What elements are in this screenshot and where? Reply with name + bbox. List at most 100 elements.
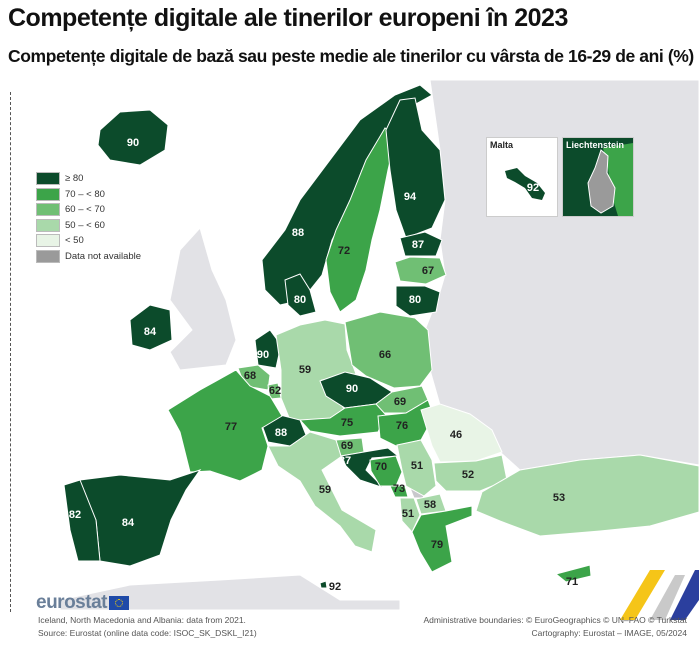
country-netherlands	[254, 329, 282, 369]
value-label-slovakia: 69	[394, 396, 406, 408]
value-label-serbia: 51	[411, 460, 423, 472]
value-label-portugal: 82	[69, 509, 81, 521]
liechtenstein-shape	[587, 149, 616, 214]
country-norway	[261, 84, 433, 306]
value-label-bulgaria: 52	[462, 469, 474, 481]
eu-flag-icon	[108, 596, 129, 610]
legend-item: 50 – < 60	[36, 218, 141, 234]
country-estonia	[399, 231, 443, 257]
legend-swatch	[36, 218, 60, 232]
value-label-malta: 92	[329, 581, 341, 593]
country-cyprus	[554, 564, 592, 583]
country-croatia	[340, 447, 400, 489]
country-turkiye	[475, 454, 699, 537]
value-label-italy: 59	[319, 484, 331, 496]
malta-shape	[505, 168, 545, 200]
legend-label: < 50	[65, 235, 84, 247]
country-romania	[420, 403, 503, 463]
country-malta	[319, 580, 328, 589]
legend-item: 70 – < 80	[36, 187, 141, 203]
value-label-croatia: 87	[339, 455, 351, 467]
legend-label: 60 – < 70	[65, 204, 105, 216]
value-label-denmark: 80	[294, 294, 306, 306]
value-label-norway: 88	[292, 227, 304, 239]
value-label-bosnia: 70	[375, 461, 387, 473]
legend-item: 60 – < 70	[36, 202, 141, 218]
country-portugal	[63, 479, 101, 562]
footer-boundaries: Administrative boundaries: © EuroGeograp…	[423, 615, 687, 625]
value-label-france: 77	[225, 421, 237, 433]
inset-malta-label: Malta	[490, 140, 514, 150]
publisher-logo-icon	[620, 570, 699, 620]
legend-swatch	[36, 249, 60, 263]
value-label-spain: 84	[122, 517, 135, 529]
country-montenegro	[389, 485, 409, 498]
country-latvia	[394, 256, 447, 285]
footer-source: Source: Eurostat (online data code: ISOC…	[38, 628, 257, 638]
value-label-poland: 66	[379, 349, 391, 361]
value-label-romania: 46	[450, 429, 462, 441]
value-label-estonia: 87	[412, 239, 424, 251]
country-lithuania	[395, 285, 441, 317]
eurostat-logo: eurostat	[36, 592, 129, 614]
value-label-turkiye: 53	[553, 492, 565, 504]
country-italy	[267, 431, 377, 553]
map-subtitle: Competențe digitale de bază sau peste me…	[8, 46, 694, 66]
legend-item: < 50	[36, 233, 141, 249]
legend-label: Data not available	[65, 250, 142, 262]
footer-cartography: Cartography: Eurostat – IMAGE, 05/2024	[531, 628, 687, 638]
country-iceland	[97, 109, 169, 166]
value-label-germany: 59	[299, 364, 311, 376]
map-title: Competențe digitale ale tinerilor europe…	[8, 4, 568, 32]
footer-right: Administrative boundaries: © EuroGeograp…	[423, 614, 687, 640]
dashed-divider	[10, 92, 11, 612]
value-label-switzerland: 88	[275, 427, 287, 439]
value-label-austria: 75	[341, 417, 353, 429]
value-label-finland: 94	[404, 191, 417, 203]
value-label-latvia: 67	[422, 265, 434, 277]
footer-note: Iceland, North Macedonia and Albania: da…	[38, 615, 246, 625]
country-poland	[344, 311, 433, 389]
country-serbia	[396, 439, 437, 497]
legend-label: ≥ 80	[65, 173, 84, 185]
eurostat-logo-text: eurostat	[36, 592, 107, 613]
footer-left: Iceland, North Macedonia and Albania: da…	[38, 614, 257, 640]
legend-label: 70 – < 80	[65, 188, 105, 200]
legend-swatch	[36, 234, 60, 248]
country-finland	[385, 97, 446, 239]
value-label-belgium: 68	[244, 370, 256, 382]
value-label-ireland: 84	[144, 326, 157, 338]
value-label-cyprus: 71	[566, 576, 578, 588]
value-label-north-macedonia: 58	[424, 499, 436, 511]
country-greece	[411, 505, 473, 573]
country-denmark	[284, 273, 317, 317]
region-north-africa	[59, 574, 401, 611]
legend-swatch	[36, 203, 60, 217]
value-label-czechia: 90	[346, 383, 358, 395]
value-label-netherlands: 90	[257, 349, 269, 361]
value-label-montenegro: 73	[393, 483, 405, 495]
value-label-iceland: 90	[127, 137, 139, 149]
value-label-lithuania: 80	[409, 294, 421, 306]
legend-item: ≥ 80	[36, 171, 141, 187]
region-uk	[169, 226, 237, 371]
country-france	[167, 369, 283, 482]
value-label-hungary: 76	[396, 420, 408, 432]
legend-label: 50 – < 60	[65, 219, 105, 231]
country-ireland	[129, 304, 173, 351]
value-label-slovenia: 69	[341, 440, 353, 452]
inset-liechtenstein-label: Liechtenstein	[566, 140, 625, 150]
austria-area	[603, 143, 633, 216]
legend: ≥ 80 70 – < 80 60 – < 70 50 – < 60 < 50 Data …	[36, 171, 141, 264]
value-label-greece: 79	[431, 539, 443, 551]
malta-inset-value: 92	[527, 182, 539, 194]
legend-item: Data not available	[36, 249, 141, 265]
legend-swatch	[36, 187, 60, 201]
inset-malta: Malta 92	[486, 137, 558, 217]
value-label-sweden: 72	[338, 245, 350, 257]
legend-swatch	[36, 172, 60, 186]
value-label-albania: 51	[402, 508, 414, 520]
inset-liechtenstein: Liechtenstein	[562, 137, 634, 217]
value-label-luxembourg: 62	[269, 385, 281, 397]
